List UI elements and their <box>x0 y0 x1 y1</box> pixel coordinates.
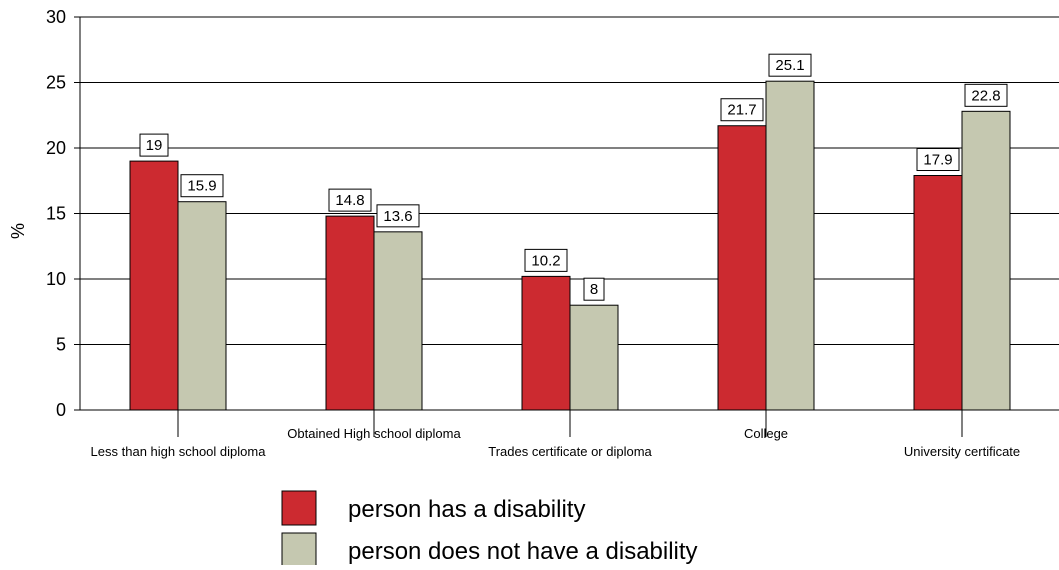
legend-label: person has a disability <box>348 496 585 523</box>
data-label-box <box>964 83 1008 107</box>
bar <box>961 110 1011 411</box>
y-tick-label: 0 <box>56 400 66 420</box>
data-label: 22.8 <box>971 87 1000 104</box>
data-label-box <box>180 174 224 198</box>
category-label: College <box>744 426 788 441</box>
bars <box>129 80 1011 411</box>
y-axis-title: % <box>8 223 28 239</box>
data-label: 19 <box>146 137 163 154</box>
bar <box>569 304 619 411</box>
data-label-box <box>328 188 372 212</box>
bar <box>913 175 963 411</box>
data-label-box <box>720 98 764 122</box>
data-label: 21.7 <box>727 102 756 119</box>
bar <box>765 80 815 411</box>
legend-swatch <box>281 532 317 568</box>
bar <box>129 160 179 411</box>
data-label: 13.6 <box>383 208 412 225</box>
data-label-box <box>916 148 960 172</box>
data-label: 25.1 <box>775 57 804 74</box>
category-label: Obtained High school diploma <box>287 426 461 441</box>
category-label: Trades certificate or diploma <box>488 444 652 459</box>
y-tick-label: 20 <box>46 138 66 158</box>
legend: person has a disability person does not h… <box>281 490 698 568</box>
data-label: 15.9 <box>187 178 216 195</box>
data-label-box <box>376 204 420 228</box>
data-labels: 19 14.8 10.2 21.7 17.9 15.9 13.6 8 25.1 22.8 <box>139 53 1008 301</box>
category-label: Less than high school diploma <box>91 444 267 459</box>
data-label: 10.2 <box>531 252 560 269</box>
category-label: University certificate <box>904 444 1020 459</box>
y-tick-label: 15 <box>46 204 66 224</box>
legend-swatch <box>281 490 317 526</box>
y-tick-label: 25 <box>46 73 66 93</box>
y-tick-label: 30 <box>46 7 66 27</box>
axes: 0 5 10 15 20 25 30% Less than high school diplo… <box>8 7 1059 459</box>
bar <box>373 231 423 411</box>
data-label: 17.9 <box>923 152 952 169</box>
data-label-box <box>583 277 605 301</box>
data-label: 8 <box>590 281 598 298</box>
bar <box>521 275 571 411</box>
bar <box>325 215 375 411</box>
bar <box>717 125 767 411</box>
data-label-box <box>768 53 812 77</box>
y-tick-label: 5 <box>56 335 66 355</box>
bar <box>177 201 227 411</box>
data-label-box <box>139 133 169 157</box>
y-tick-label: 10 <box>46 269 66 289</box>
data-label: 14.8 <box>335 192 364 209</box>
gridlines <box>80 16 1059 345</box>
data-label-box <box>524 248 568 272</box>
legend-label: person does not have a disability <box>348 538 698 565</box>
